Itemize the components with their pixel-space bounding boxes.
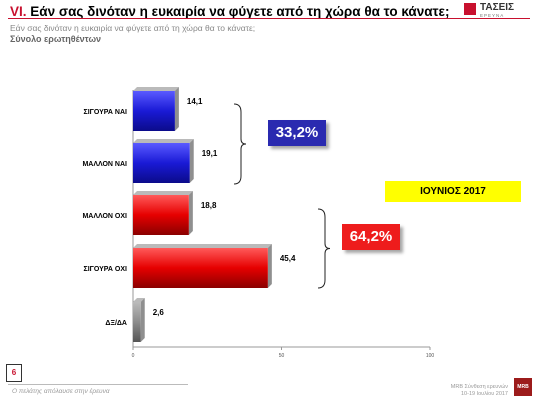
brand-logo: ΤΑΣΕΙΣ ΕΡΕΥΝΑ — [464, 2, 528, 19]
category-label: ΜΑΛΛΟΝ ΝΑΙ — [82, 161, 127, 168]
footer-source: MRB Σύνθεση ερευνών — [450, 384, 508, 390]
value-label: 45,4 — [280, 254, 296, 263]
bar-side — [174, 87, 179, 131]
category-label: ΣΙΓΟΥΡΑ ΝΑΙ — [84, 109, 128, 116]
value-label: 2,6 — [153, 308, 165, 317]
logo-subtitle: ΕΡΕΥΝΑ — [480, 13, 505, 18]
no-total-badge: 64,2% — [342, 224, 400, 250]
title-text: Εάν σας δινόταν η ευκαιρία να φύγετε από… — [30, 4, 450, 19]
logo-mark — [464, 3, 476, 15]
bar-top — [133, 191, 193, 195]
period-label: ΙΟΥΝΙΟΣ 2017 — [385, 181, 521, 202]
sample-base-label: Σύνολο ερωτηθέντων — [10, 34, 102, 44]
question-subtitle: Εάν σας δινόταν η ευκαιρία να φύγετε από… — [10, 23, 256, 33]
title-number: VI. — [10, 4, 27, 19]
page-title: VI. Εάν σας δινόταν η ευκαιρία να φύγετε… — [10, 4, 449, 19]
no-brace — [317, 208, 331, 289]
value-label: 14,1 — [187, 97, 203, 106]
category-label: ΜΑΛΛΟΝ ΟΧΙ — [82, 213, 127, 220]
bar-top — [133, 139, 194, 143]
page-number: 6 — [6, 364, 22, 382]
bar — [133, 195, 189, 235]
x-tick-label: 50 — [279, 353, 285, 359]
bar-top — [133, 244, 272, 248]
footer-note: Ο πελάτης απόλαυσε στην έρευνα — [12, 388, 110, 395]
bar-top — [133, 87, 179, 91]
x-tick-label: 0 — [132, 353, 135, 359]
yes-total-badge: 33,2% — [268, 120, 326, 146]
category-label: ΔΞ/ΔΑ — [105, 320, 127, 327]
yes-brace — [233, 103, 247, 185]
bar-side — [189, 139, 194, 183]
bar — [133, 91, 175, 131]
header-divider — [8, 18, 530, 19]
bar — [133, 143, 190, 183]
bar-top — [133, 298, 145, 302]
x-tick-label: 100 — [426, 353, 435, 359]
bar — [133, 248, 268, 288]
bar-side — [267, 244, 272, 288]
mrb-logo: MRB — [514, 378, 532, 396]
logo-name: ΤΑΣΕΙΣ — [480, 2, 515, 13]
bar-side — [188, 191, 193, 235]
value-label: 18,8 — [201, 201, 217, 210]
footer-divider — [8, 384, 188, 385]
bar — [133, 302, 141, 342]
footer-date: 10-19 Ιουλίου 2017 — [461, 391, 508, 397]
category-label: ΣΙΓΟΥΡΑ ΟΧΙ — [84, 266, 128, 273]
value-label: 19,1 — [202, 149, 218, 158]
bar-side — [140, 298, 145, 342]
